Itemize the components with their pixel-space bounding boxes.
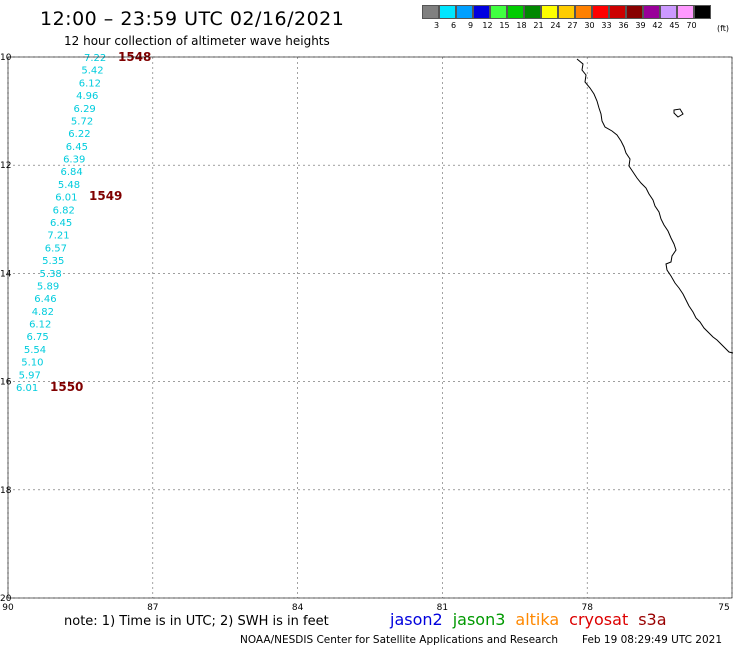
color-swatch (694, 5, 711, 19)
map-subtitle: 12 hour collection of altimeter wave hei… (64, 34, 330, 48)
island-outline (673, 108, 684, 118)
color-scale-label: 18 (516, 21, 527, 30)
longitude-label: 78 (581, 603, 593, 613)
wave-height-value: 6.01 (55, 193, 77, 204)
wave-height-value: 5.35 (42, 256, 64, 267)
wave-height-value: 6.01 (16, 383, 38, 394)
longitude-label: 84 (292, 603, 304, 613)
wave-height-value: 6.22 (68, 129, 90, 140)
updated-timestamp: Feb 19 08:29:49 UTC 2021 (582, 634, 722, 646)
wave-height-value: 6.12 (29, 320, 51, 331)
color-swatch (626, 5, 643, 19)
color-scale-label: 27 (567, 21, 578, 30)
color-swatch (541, 5, 558, 19)
color-scale-label: 36 (618, 21, 629, 30)
latitude-label: 16 (0, 378, 12, 388)
wave-height-value: 6.45 (50, 218, 72, 229)
wave-height-color-scale: 3 6 9 12 15 18 21 24 27 30 33 36 39 42 45 70 (ft) (422, 5, 729, 33)
color-swatch (609, 5, 626, 19)
color-swatch (490, 5, 507, 19)
longitude-label: 81 (437, 603, 448, 613)
color-swatch (660, 5, 677, 19)
color-swatch (473, 5, 490, 19)
latitude-label: 14 (0, 269, 12, 279)
wave-height-value: 5.10 (21, 358, 43, 369)
credit-text: NOAA/NESDIS Center for Satellite Applica… (240, 634, 558, 646)
time-label: 1550 (50, 380, 83, 394)
color-scale-label: 12 (482, 21, 493, 30)
wave-height-value: 5.38 (40, 269, 62, 280)
color-swatch (422, 5, 439, 19)
color-scale-label: 24 (550, 21, 561, 30)
wave-height-value: 7.22 (84, 53, 106, 64)
wave-height-value: 5.72 (71, 116, 93, 127)
color-swatch (558, 5, 575, 19)
color-scale-label: 9 (467, 21, 474, 30)
color-scale-label: 30 (584, 21, 595, 30)
latitude-label: 10 (0, 53, 12, 63)
color-swatch (643, 5, 660, 19)
longitude-label: 75 (718, 603, 729, 613)
coastline (576, 58, 734, 354)
wave-height-value: 4.96 (76, 91, 98, 102)
wave-height-value: 4.82 (32, 307, 54, 318)
color-swatch (677, 5, 694, 19)
wave-height-value: 6.46 (34, 294, 56, 305)
wave-height-value: 6.39 (63, 155, 85, 166)
color-swatch (456, 5, 473, 19)
satellite-track: 7.225.426.124.966.295.726.226.456.396.84… (16, 53, 106, 394)
satellite-legend-item: jason2 (390, 610, 443, 629)
latitude-label: 20 (0, 594, 12, 604)
wave-height-value: 6.84 (60, 167, 82, 178)
wave-height-value: 6.12 (79, 78, 101, 89)
color-scale-label: 3 (433, 21, 440, 30)
wave-height-value: 7.21 (47, 231, 69, 242)
map-title: 12:00 – 23:59 UTC 02/16/2021 (40, 8, 345, 30)
color-scale-swatches (422, 5, 711, 19)
wave-height-value: 5.54 (24, 345, 46, 356)
wave-height-value: 6.45 (66, 142, 88, 153)
satellite-legend-item: altika (515, 610, 560, 629)
satellite-legend-item: cryosat (569, 610, 629, 629)
time-label: 1549 (89, 189, 122, 203)
satellite-legend-item: jason3 (452, 610, 506, 629)
map-grid (7, 56, 733, 599)
color-scale-label: 45 (669, 21, 680, 30)
color-scale-unit: (ft) (717, 24, 730, 33)
latitude-label: 12 (0, 161, 11, 171)
color-scale-label: 39 (635, 21, 646, 30)
wave-height-value: 5.48 (58, 180, 80, 191)
longitude-label: 87 (147, 603, 158, 613)
wave-height-value: 5.97 (19, 370, 41, 381)
color-swatch (439, 5, 456, 19)
color-swatch (507, 5, 524, 19)
footer-note: note: 1) Time is in UTC; 2) SWH is in fe… (64, 614, 329, 629)
wave-height-value: 6.29 (74, 104, 96, 115)
satellite-legend: jason2 jason3 altika cryosat s3a (390, 610, 667, 629)
color-scale-labels: 3 6 9 12 15 18 21 24 27 30 33 36 39 42 45 70 (422, 19, 711, 33)
latitude-label: 18 (0, 486, 12, 496)
map-frame (7, 56, 733, 599)
longitude-label: 90 (2, 603, 14, 613)
color-swatch (575, 5, 592, 19)
color-swatch (524, 5, 541, 19)
color-scale-label: 70 (686, 21, 697, 30)
color-scale-label: 15 (499, 21, 510, 30)
color-swatch (592, 5, 609, 19)
wave-height-value: 6.75 (26, 332, 48, 343)
color-scale-label: 42 (652, 21, 663, 30)
color-scale-label: 33 (601, 21, 612, 30)
wave-height-value: 5.89 (37, 281, 59, 292)
satellite-legend-item: s3a (638, 610, 667, 629)
wave-height-value: 6.57 (45, 243, 67, 254)
color-scale-label: 21 (533, 21, 544, 30)
wave-height-value: 6.82 (53, 205, 75, 216)
color-scale-label: 6 (450, 21, 457, 30)
wave-height-value: 5.42 (81, 66, 103, 77)
